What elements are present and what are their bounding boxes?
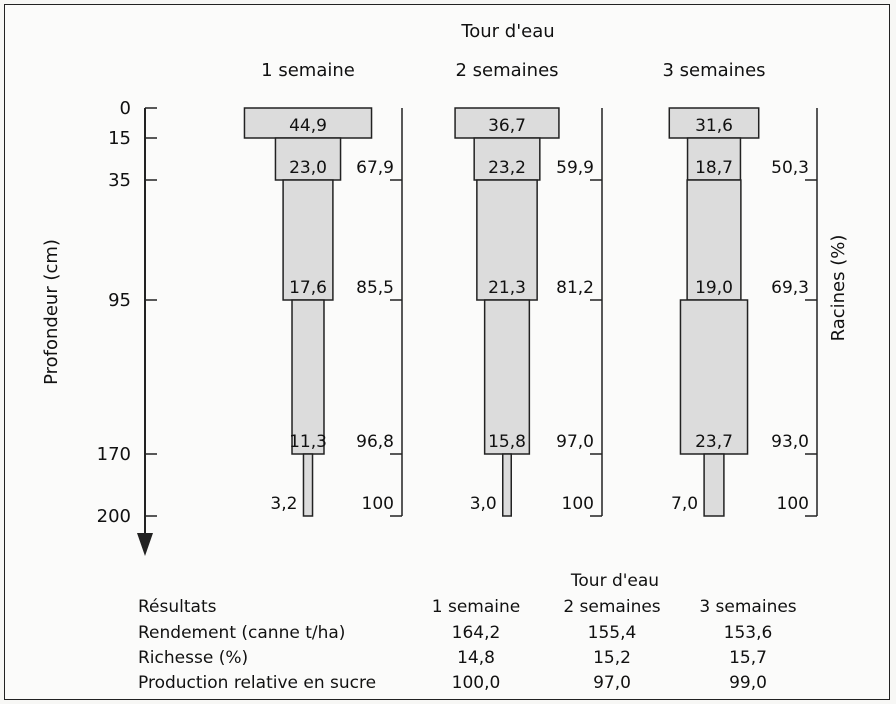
bar-value-label: 3,2 <box>270 494 297 514</box>
cumulative-label: 100 <box>777 494 809 514</box>
bar <box>476 179 538 301</box>
bar <box>302 453 314 517</box>
results-title: Résultats <box>138 597 217 617</box>
bar-value-label: 7,0 <box>671 494 698 514</box>
depth-tick-label: 95 <box>108 290 131 311</box>
bar-value-label: 19,0 <box>695 278 733 298</box>
y-axis-label: Profondeur (cm) <box>41 239 62 385</box>
depth-axis: 0 15 35 95 170 200 <box>97 98 157 556</box>
depth-tick-label: 0 <box>120 98 131 119</box>
bar-value-label: 11,3 <box>289 432 327 452</box>
series-label: 3 semaines <box>662 60 765 81</box>
bar <box>668 107 760 139</box>
series-label: 2 semaines <box>455 60 558 81</box>
bar <box>679 299 749 455</box>
bar <box>502 453 512 517</box>
bar <box>291 299 325 455</box>
depth-tick-label: 35 <box>108 170 131 191</box>
bar-value-label: 18,7 <box>695 158 733 178</box>
results-row-label: Rendement (canne t/ha) <box>138 623 345 643</box>
series-3: 3 semaines 31,6 18,7 50,3 19,0 69,3 23,7 93,0 7,… <box>662 60 818 517</box>
secondary-axis-label: Racines (%) <box>828 235 849 342</box>
cumulative-label: 59,9 <box>556 158 594 178</box>
results-cell: 164,2 <box>452 623 501 643</box>
cumulative-label: 50,3 <box>771 158 809 178</box>
results-cell: 97,0 <box>593 673 631 693</box>
bar <box>274 137 342 181</box>
bar-value-label: 23,0 <box>289 158 327 178</box>
depth-tick-label: 15 <box>108 128 131 149</box>
series-2: 2 semaines 36,7 23,2 59,9 21,3 81,2 15,8 97,0 3,… <box>454 60 603 517</box>
bar-value-label: 44,9 <box>289 116 327 136</box>
results-row-label: Production relative en sucre <box>138 673 376 693</box>
depth-tick-label: 170 <box>97 444 131 465</box>
cumulative-label: 67,9 <box>356 158 394 178</box>
results-cell: 155,4 <box>588 623 637 643</box>
results-column-header: 3 semaines <box>699 597 796 617</box>
results-header: Tour d'eau <box>570 571 659 591</box>
bar-value-label: 23,2 <box>488 158 526 178</box>
bar <box>686 179 742 301</box>
cumulative-label: 93,0 <box>771 432 809 452</box>
bar-value-label: 3,0 <box>470 494 497 514</box>
results-row-label: Richesse (%) <box>138 648 248 668</box>
results-cell: 99,0 <box>729 673 767 693</box>
bar <box>454 107 560 139</box>
cumulative-label: 100 <box>362 494 394 514</box>
results-cell: 15,7 <box>729 648 767 668</box>
depth-tick-label: 200 <box>97 506 131 527</box>
bar-value-label: 36,7 <box>488 116 526 136</box>
bar-value-label: 23,7 <box>695 432 733 452</box>
chart-title: Tour d'eau <box>460 21 554 42</box>
results-table: Tour d'eau Résultats 1 semaine 2 semaines 3 … <box>138 571 797 693</box>
bar-value-label: 15,8 <box>488 432 526 452</box>
results-cell: 14,8 <box>457 648 495 668</box>
bar-value-label: 31,6 <box>695 116 733 136</box>
bar-value-label: 21,3 <box>488 278 526 298</box>
bar <box>483 299 531 455</box>
bar <box>703 453 725 517</box>
results-cell: 153,6 <box>724 623 773 643</box>
bar-value-label: 17,6 <box>289 278 327 298</box>
arrow-down-icon <box>137 533 153 556</box>
cumulative-label: 81,2 <box>556 278 594 298</box>
series-1: 1 semaine 44,9 23,0 67,9 17,6 85,5 11,3 96,8 3,2… <box>243 60 403 517</box>
results-cell: 15,2 <box>593 648 631 668</box>
results-column-header: 2 semaines <box>563 597 660 617</box>
cumulative-label: 97,0 <box>556 432 594 452</box>
results-column-header: 1 semaine <box>432 597 520 617</box>
bars-group: 1 semaine 44,9 23,0 67,9 17,6 85,5 11,3 96,8 3,2… <box>243 60 818 517</box>
cumulative-label: 100 <box>562 494 594 514</box>
cumulative-label: 96,8 <box>356 432 394 452</box>
results-cell: 100,0 <box>452 673 501 693</box>
cumulative-label: 85,5 <box>356 278 394 298</box>
cumulative-label: 69,3 <box>771 278 809 298</box>
series-label: 1 semaine <box>261 60 355 81</box>
bar <box>686 137 742 181</box>
